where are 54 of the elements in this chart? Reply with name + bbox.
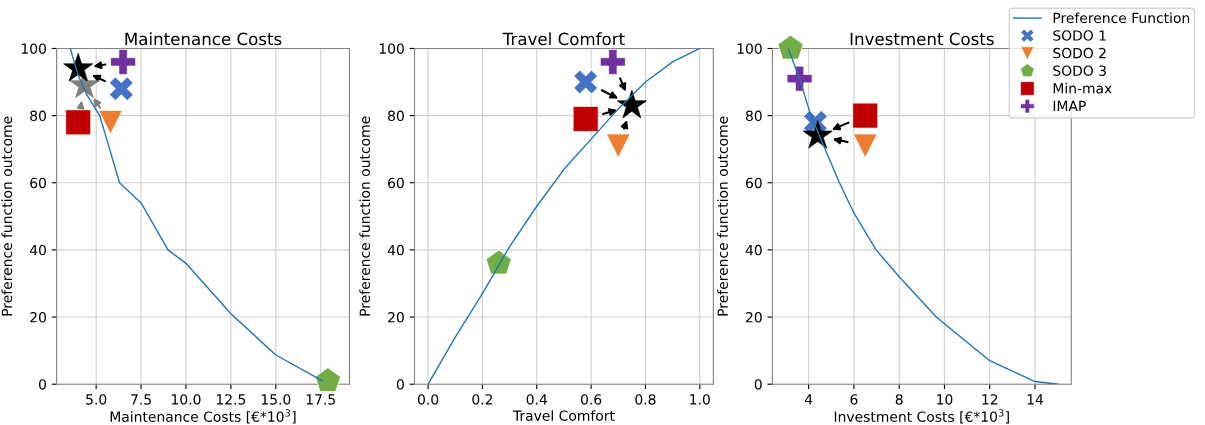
- y-axis-title: Preference function outcome: [1, 116, 13, 316]
- x-tick-label: 0.0: [417, 394, 439, 405]
- legend-label: SODO 2: [1053, 47, 1106, 59]
- y-tick-label: 80: [30, 110, 46, 122]
- y-tick-label: 100: [379, 43, 404, 54]
- line-series: [427, 48, 701, 385]
- x-tick-label: 0.8: [635, 394, 656, 405]
- y-tick-label: 0: [396, 379, 404, 390]
- chart-title: Maintenance Costs: [125, 32, 282, 46]
- x-tick-label: 1.0: [690, 394, 710, 405]
- chart-title: Travel Comfort: [502, 32, 625, 46]
- legend-label: IMAP: [1053, 100, 1086, 111]
- x-tick-label: 8: [895, 394, 903, 405]
- y-tick-label: 60: [745, 177, 762, 189]
- y-tick-label: 80: [388, 110, 404, 122]
- legend-label: Preference Function: [1053, 12, 1190, 24]
- y-tick-label: 40: [387, 244, 404, 256]
- y-tick-label: 20: [388, 312, 404, 323]
- legend-label: SODO 1: [1053, 30, 1106, 41]
- x-tick-label: 7.5: [131, 394, 151, 405]
- legend-label: SODO 3: [1053, 65, 1106, 76]
- y-tick-label: 0: [754, 379, 762, 390]
- chart-title: Investment Costs: [850, 32, 994, 46]
- x-tick-label: 6: [850, 394, 858, 405]
- x-tick-label: 10: [937, 394, 953, 405]
- y-axis-title: Preference function outcome: [717, 116, 728, 316]
- y-tick-label: 100: [737, 43, 762, 54]
- y-tick-label: 40: [745, 244, 762, 256]
- y-tick-label: 60: [30, 177, 46, 189]
- point: [852, 102, 879, 129]
- x-tick-label: 0.4: [526, 394, 548, 405]
- y-tick-label: 100: [21, 43, 46, 54]
- x-axis-title: Maintenance Costs [€*10$^{3}$]: [110, 409, 296, 424]
- y-tick-label: 20: [30, 312, 46, 323]
- legend-label: Min-max: [1053, 82, 1112, 94]
- x-tick-label: 12: [982, 394, 998, 405]
- x-tick-label: 4: [804, 394, 813, 405]
- y-tick-label: 40: [29, 244, 46, 256]
- y-tick-label: 0: [38, 379, 46, 390]
- x-tick-label: 5.0: [86, 394, 107, 405]
- x-tick-label: 0.6: [580, 394, 602, 405]
- x-tick-label: 15.0: [261, 394, 291, 405]
- y-tick-label: 60: [388, 177, 404, 189]
- x-tick-label: 10.0: [172, 394, 201, 405]
- x-tick-label: 12.5: [216, 394, 246, 405]
- y-tick-label: 20: [746, 312, 762, 323]
- x-axis-title: Travel Comfort: [512, 410, 615, 421]
- x-tick-label: 17.5: [306, 394, 335, 405]
- point: [572, 106, 599, 132]
- x-tick-label: 0.2: [472, 394, 493, 405]
- y-tick-label: 80: [745, 110, 762, 122]
- x-tick-label: 14: [1027, 394, 1044, 405]
- y-axis-title: Preference function outcome: [359, 116, 371, 316]
- x-axis-title: Investment Costs [€*10$^{3}$]: [834, 409, 1009, 424]
